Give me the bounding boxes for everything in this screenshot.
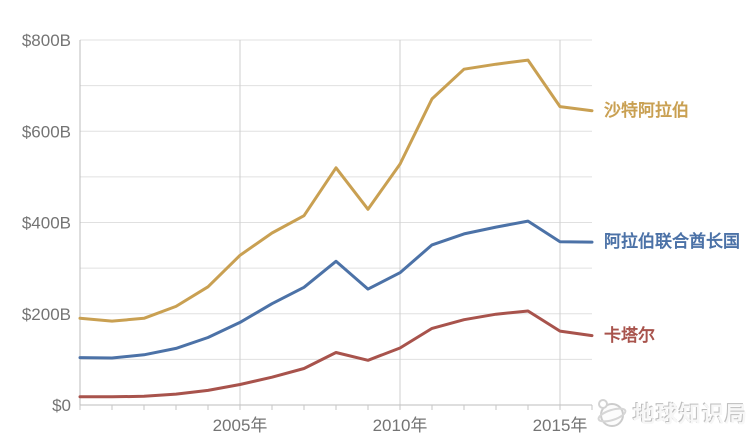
data-line-1 bbox=[78, 219, 594, 360]
series-label-uae: 阿拉伯联合酋长国 bbox=[604, 232, 740, 252]
x-tick-label: 2010年 bbox=[373, 416, 428, 435]
x-tick-label: 2005年 bbox=[213, 416, 268, 435]
y-tick-label: $200B bbox=[22, 305, 71, 324]
x-tick-label: 2015年 bbox=[533, 416, 588, 435]
y-tick-label: $600B bbox=[22, 122, 71, 141]
globe-icon bbox=[594, 396, 628, 430]
data-line-2 bbox=[78, 309, 594, 399]
series-label-saudi-arabia: 沙特阿拉伯 bbox=[604, 100, 689, 120]
watermark: 地球知识局 bbox=[594, 396, 748, 430]
data-line-0 bbox=[78, 58, 594, 323]
series-label-qatar: 卡塔尔 bbox=[604, 325, 655, 345]
watermark-text: 地球知识局 bbox=[633, 402, 748, 427]
y-tick-label: $800B bbox=[22, 31, 71, 50]
y-tick-label: $400B bbox=[22, 214, 71, 233]
y-tick-label: $0 bbox=[52, 396, 71, 415]
